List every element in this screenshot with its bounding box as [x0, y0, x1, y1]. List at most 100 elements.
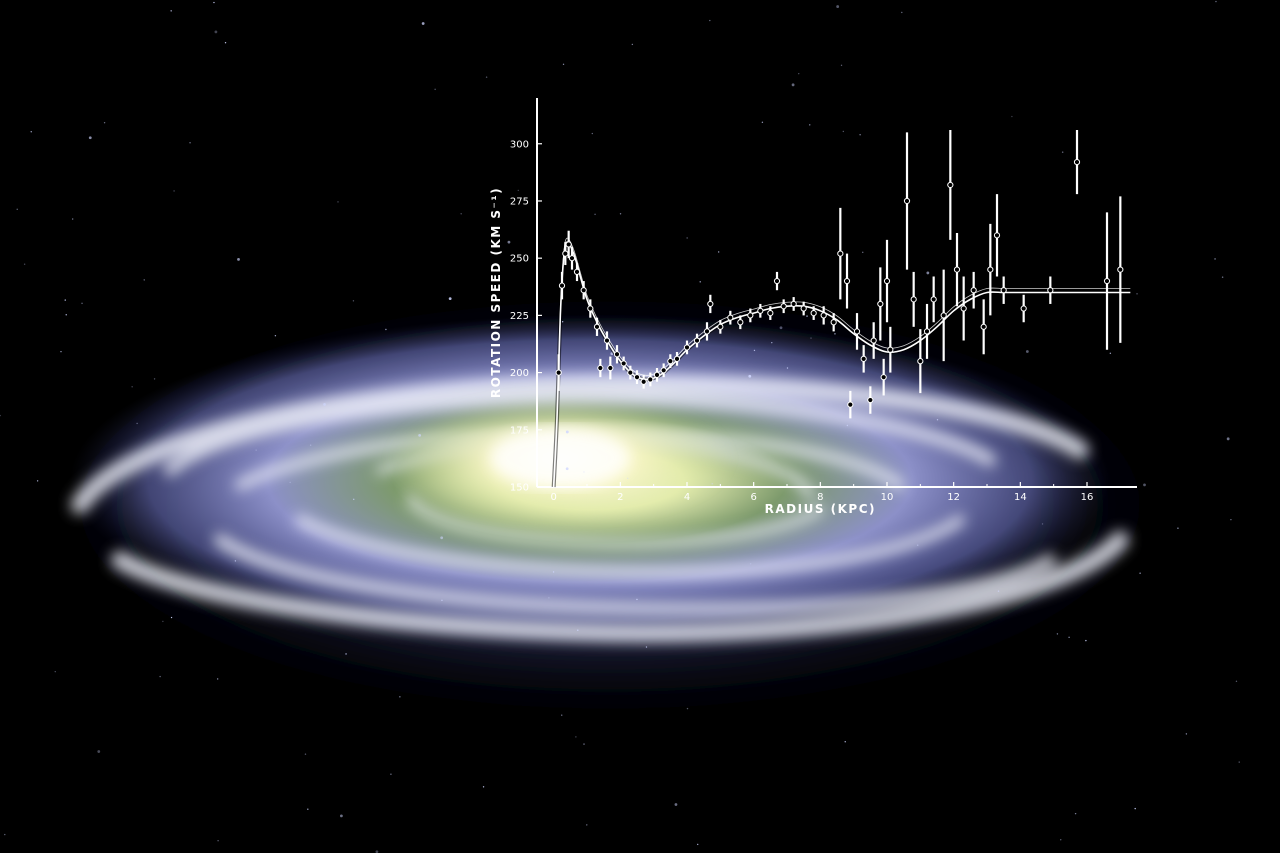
data-point	[693, 337, 701, 344]
star	[81, 302, 83, 305]
x-axis-ticks: 0 2 4 6 8 10 12 14 16	[550, 482, 1093, 503]
star	[552, 571, 555, 573]
y-tick-label: 150	[510, 483, 529, 494]
observation-point	[860, 345, 867, 373]
star-field	[0, 0, 1240, 853]
fit-curve-shadow	[551, 240, 1131, 488]
star	[337, 201, 339, 203]
star	[496, 212, 498, 214]
observation-point	[923, 303, 931, 359]
star	[237, 257, 240, 261]
star	[674, 803, 678, 806]
data-point	[820, 312, 827, 319]
star	[771, 341, 773, 344]
star	[103, 122, 106, 124]
star	[786, 367, 789, 369]
y-tick-label: 175	[510, 425, 529, 436]
star	[60, 350, 62, 353]
star	[844, 741, 846, 743]
data-point	[613, 351, 621, 358]
y-tick-label: 200	[510, 368, 529, 379]
data-point	[562, 250, 569, 257]
data-point	[903, 197, 911, 205]
data-point	[603, 337, 611, 344]
star	[216, 678, 219, 680]
star	[779, 326, 783, 330]
star	[840, 64, 843, 67]
star	[711, 483, 713, 485]
data-point	[867, 396, 874, 404]
star	[353, 498, 355, 501]
star	[170, 10, 172, 12]
star	[375, 850, 379, 853]
observation-point	[773, 271, 781, 291]
data-point	[880, 374, 887, 381]
star	[418, 433, 422, 437]
star	[385, 328, 387, 331]
star	[1060, 839, 1062, 841]
observation-point	[1103, 212, 1111, 350]
data-point	[1000, 287, 1007, 294]
observation-point	[568, 246, 576, 270]
data-point	[683, 344, 691, 351]
observation-point	[640, 374, 647, 389]
data-point	[555, 369, 562, 376]
star	[517, 189, 519, 192]
data-point	[830, 319, 837, 326]
observation-point	[1117, 196, 1124, 343]
star	[809, 124, 811, 126]
observation-point	[847, 390, 854, 419]
star	[842, 130, 845, 133]
star	[631, 43, 634, 46]
star	[323, 403, 326, 406]
observation-point	[940, 269, 947, 362]
spiral-arms	[71, 374, 1129, 643]
data-point	[757, 307, 764, 314]
observation-point	[930, 276, 937, 323]
data-point	[930, 296, 937, 303]
data-point	[987, 266, 994, 273]
observation-point	[613, 345, 621, 364]
star	[448, 297, 452, 300]
data-point	[1103, 277, 1111, 285]
observation-point	[820, 306, 827, 325]
observation-point	[587, 299, 594, 318]
x-tick-label: 12	[947, 492, 960, 503]
observation-point	[917, 329, 924, 394]
star	[548, 597, 550, 599]
star	[697, 843, 699, 846]
star	[390, 773, 392, 775]
star	[810, 337, 812, 339]
data-point	[707, 300, 714, 308]
star	[709, 19, 711, 22]
star	[699, 281, 701, 283]
y-tick-label: 225	[510, 311, 529, 322]
star	[594, 213, 596, 216]
star	[1238, 761, 1240, 763]
star	[834, 333, 836, 335]
star	[64, 299, 66, 301]
data-point	[593, 323, 601, 330]
observation-point	[727, 310, 734, 325]
observation-point	[883, 239, 891, 323]
observation-point	[660, 363, 667, 378]
star	[686, 707, 689, 710]
observation-point	[960, 276, 967, 341]
star	[1230, 518, 1232, 521]
observation-point	[1000, 276, 1007, 304]
observation-points	[555, 130, 1124, 419]
data-point	[1117, 266, 1124, 273]
observation-point	[953, 233, 961, 307]
star	[562, 63, 565, 66]
star	[4, 833, 6, 836]
star	[798, 72, 800, 75]
data-point	[980, 323, 987, 330]
data-point	[667, 358, 674, 365]
star	[214, 30, 218, 34]
fit-curve-line	[552, 241, 1131, 488]
y-tick-label: 250	[510, 254, 529, 265]
star	[1025, 350, 1029, 353]
observation-point	[703, 322, 711, 341]
star	[0, 414, 1, 417]
